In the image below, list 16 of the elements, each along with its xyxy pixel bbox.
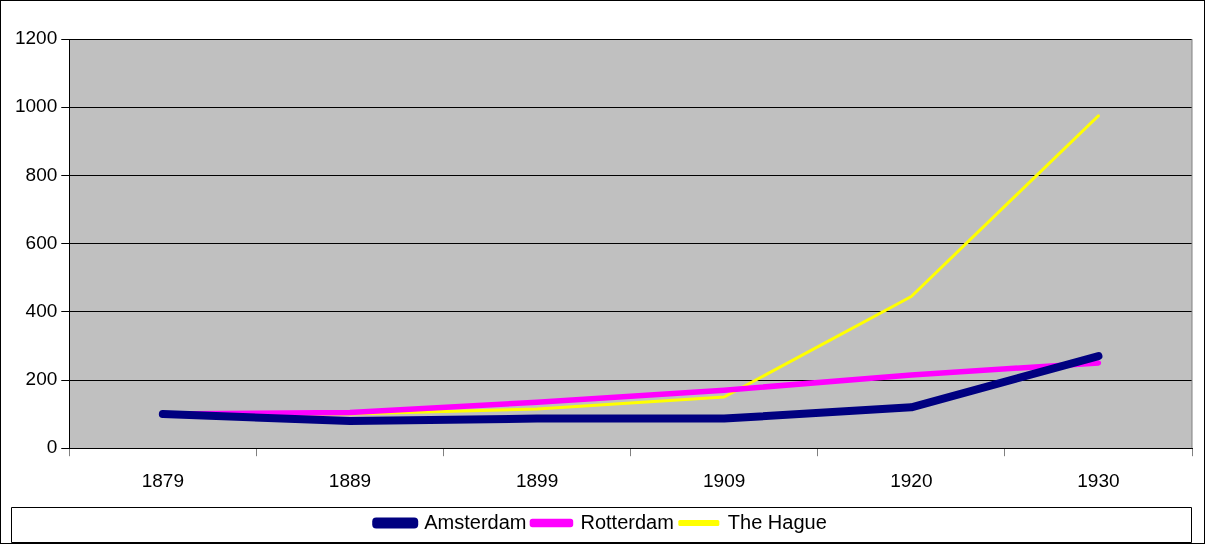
- y-tick-label: 600: [25, 231, 58, 253]
- y-tick-label: 800: [25, 163, 58, 185]
- x-tick-label: 1930: [1077, 469, 1120, 491]
- y-tick-label: 0: [46, 436, 58, 458]
- x-tick-label: 1909: [703, 469, 746, 491]
- y-tick-label: 400: [25, 300, 58, 322]
- legend-label: The Hague: [727, 510, 827, 533]
- legend-label: Amsterdam: [424, 510, 527, 533]
- x-tick-label: 1889: [328, 469, 372, 491]
- x-tick-label: 1920: [890, 469, 933, 491]
- legend-label: Rotterdam: [580, 510, 674, 533]
- y-tick-label: 1000: [14, 95, 58, 117]
- x-tick-label: 1879: [141, 469, 184, 491]
- x-tick-label: 1899: [515, 469, 559, 491]
- y-tick-label: 200: [25, 368, 58, 390]
- y-tick-label: 1200: [14, 27, 58, 49]
